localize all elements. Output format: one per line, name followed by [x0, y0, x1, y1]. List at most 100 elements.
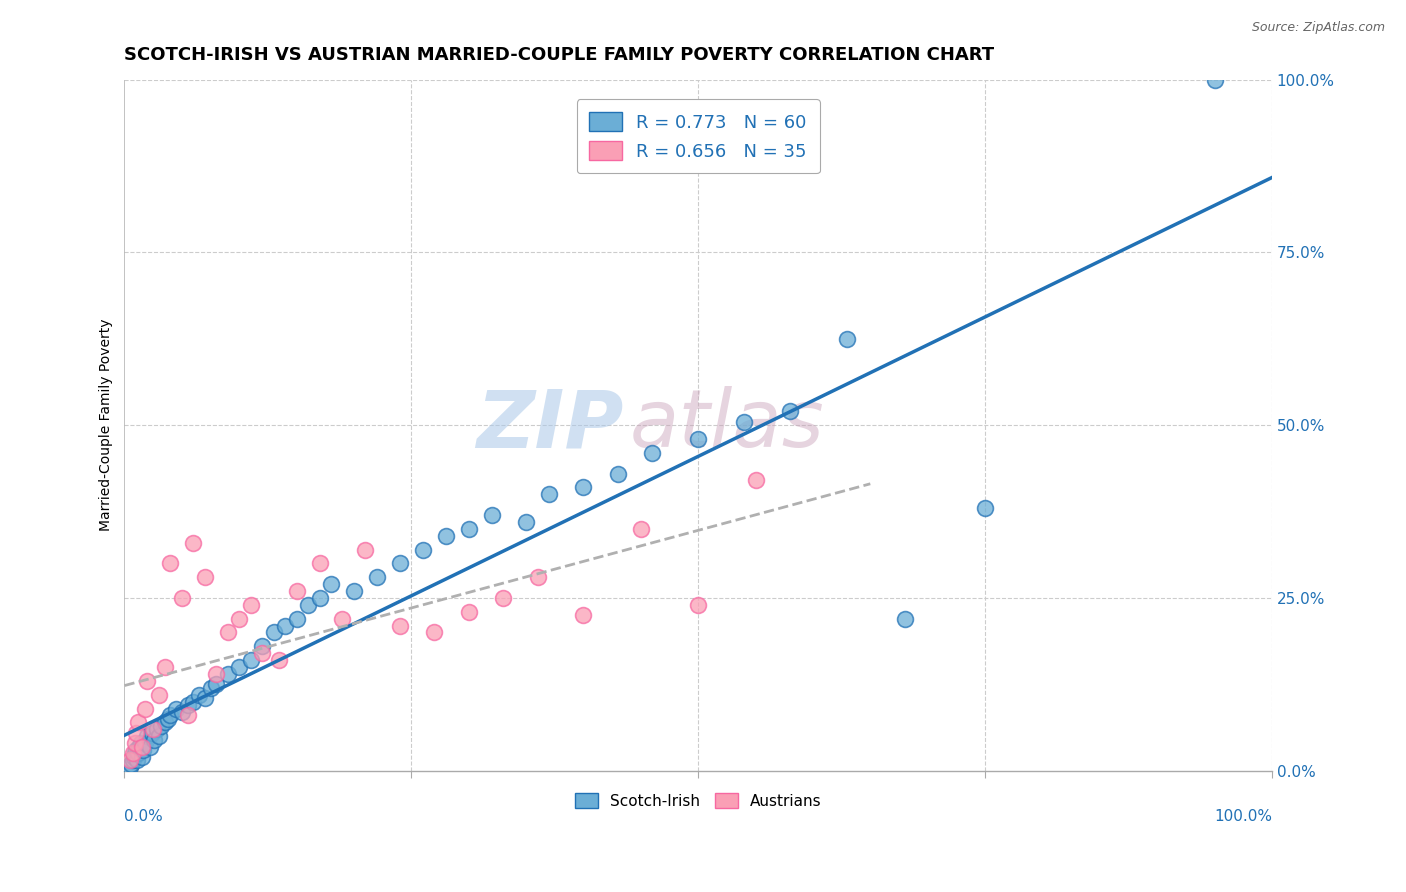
Point [128, 739, 150, 754]
Point [412, 542, 434, 557]
Text: 0.0%: 0.0% [125, 809, 163, 823]
Point [188, 688, 211, 702]
Y-axis label: Married-Couple Family Poverty: Married-Couple Family Poverty [100, 319, 114, 532]
Point [263, 625, 285, 640]
Point [606, 467, 628, 481]
Point [354, 542, 377, 557]
Point [131, 750, 153, 764]
Point [127, 753, 149, 767]
Point [142, 723, 165, 737]
Point [165, 701, 187, 715]
Text: 100.0%: 100.0% [1213, 809, 1272, 823]
Point [170, 591, 193, 605]
Point [779, 404, 801, 418]
Point [127, 715, 149, 730]
Point [688, 598, 710, 612]
Point [239, 653, 262, 667]
Point [1204, 72, 1226, 87]
Point [388, 557, 411, 571]
Point [228, 612, 250, 626]
Point [733, 415, 755, 429]
Text: ZIP: ZIP [477, 386, 624, 464]
Point [308, 591, 330, 605]
Point [121, 753, 143, 767]
Point [641, 446, 664, 460]
Point [572, 480, 595, 494]
Point [159, 708, 181, 723]
Point [239, 598, 262, 612]
Point [148, 688, 170, 702]
Point [120, 760, 142, 774]
Point [157, 712, 180, 726]
Point [159, 557, 181, 571]
Point [127, 747, 149, 761]
Legend: Scotch-Irish, Austrians: Scotch-Irish, Austrians [568, 787, 828, 815]
Point [200, 681, 222, 695]
Point [269, 653, 291, 667]
Point [153, 715, 176, 730]
Point [205, 677, 228, 691]
Point [308, 557, 330, 571]
Point [125, 743, 148, 757]
Point [176, 708, 198, 723]
Point [974, 501, 997, 516]
Point [145, 723, 167, 737]
Point [250, 646, 273, 660]
Point [125, 725, 148, 739]
Point [630, 522, 652, 536]
Point [181, 535, 204, 549]
Point [572, 608, 595, 623]
Point [134, 701, 156, 715]
Text: Source: ZipAtlas.com: Source: ZipAtlas.com [1251, 21, 1385, 34]
Point [124, 736, 146, 750]
Point [515, 515, 537, 529]
Point [124, 747, 146, 761]
Point [141, 725, 163, 739]
Point [136, 729, 159, 743]
Point [181, 695, 204, 709]
Point [217, 625, 239, 640]
Point [481, 508, 503, 522]
Point [285, 584, 308, 599]
Point [893, 612, 915, 626]
Point [228, 660, 250, 674]
Point [285, 612, 308, 626]
Point [343, 584, 366, 599]
Point [388, 618, 411, 632]
Point [457, 605, 479, 619]
Point [121, 747, 143, 761]
Point [423, 625, 446, 640]
Point [153, 660, 176, 674]
Point [837, 332, 859, 346]
Point [434, 529, 457, 543]
Text: SCOTCH-IRISH VS AUSTRIAN MARRIED-COUPLE FAMILY POVERTY CORRELATION CHART: SCOTCH-IRISH VS AUSTRIAN MARRIED-COUPLE … [125, 46, 994, 64]
Point [194, 570, 217, 584]
Point [148, 729, 170, 743]
Point [217, 667, 239, 681]
Point [132, 743, 155, 757]
Point [122, 750, 145, 764]
Point [120, 753, 142, 767]
Point [134, 736, 156, 750]
Point [143, 732, 166, 747]
Text: atlas: atlas [630, 386, 824, 464]
Point [250, 640, 273, 654]
Point [129, 736, 152, 750]
Point [492, 591, 515, 605]
Point [297, 598, 319, 612]
Point [366, 570, 388, 584]
Point [526, 570, 548, 584]
Point [457, 522, 479, 536]
Point [136, 673, 159, 688]
Point [131, 739, 153, 754]
Point [537, 487, 560, 501]
Point [120, 756, 142, 771]
Point [319, 577, 342, 591]
Point [176, 698, 198, 712]
Point [150, 719, 173, 733]
Point [274, 618, 297, 632]
Point [138, 739, 160, 754]
Point [205, 667, 228, 681]
Point [332, 612, 354, 626]
Point [744, 474, 766, 488]
